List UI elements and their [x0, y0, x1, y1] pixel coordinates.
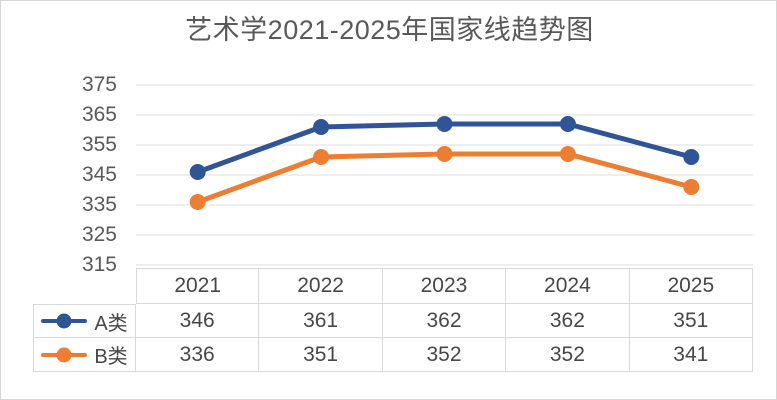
data-point-marker-b	[189, 194, 206, 210]
table-cell: 351	[259, 338, 383, 372]
y-axis-tick-label: 375	[81, 73, 117, 96]
table-cell: 361	[259, 304, 383, 338]
y-axis-tick-label: 325	[81, 223, 117, 246]
table-header-2023: 2023	[382, 268, 507, 304]
table-header-2024: 2024	[506, 268, 630, 304]
legend-marker-icon	[41, 313, 88, 329]
y-axis-tick-label: 355	[81, 133, 117, 156]
legend-key-a: A类	[33, 304, 136, 338]
data-point-marker-b	[559, 146, 576, 162]
chart-title: 艺术学2021-2025年国家线趋势图	[185, 15, 594, 45]
table-cell: 351	[629, 304, 753, 338]
data-point-marker-b	[683, 179, 700, 195]
legend-label: A类	[94, 312, 128, 335]
data-point-marker-a	[559, 116, 576, 132]
data-point-marker-a	[683, 149, 700, 165]
data-point-marker-a	[436, 116, 453, 132]
legend-label: B类	[94, 346, 128, 368]
data-point-marker-a	[189, 164, 206, 180]
legend-marker-icon	[41, 347, 88, 362]
data-point-marker-a	[313, 119, 330, 135]
data-point-marker-b	[313, 149, 330, 165]
y-axis-tick-label: 335	[81, 193, 117, 216]
table-corner-blank	[33, 268, 136, 304]
legend-key-b: B类	[33, 338, 136, 372]
table-cell: 352	[382, 338, 507, 372]
legend-dot-icon	[56, 313, 72, 329]
table-cell: 336	[136, 338, 260, 372]
data-table: 2021 2022 2023 2024 2025 A类 346 361 362 362 351 B类 3…	[33, 268, 753, 372]
legend-dot-icon	[56, 347, 72, 362]
table-header-2021: 2021	[136, 268, 260, 304]
table-cell: 362	[382, 304, 507, 338]
table-cell: 346	[136, 304, 260, 338]
table-cell: 362	[506, 304, 630, 338]
y-axis-tick-label: 365	[81, 103, 117, 126]
table-header-2022: 2022	[259, 268, 383, 304]
y-axis-tick-label: 315	[81, 253, 117, 276]
table-header-2025: 2025	[629, 268, 753, 304]
data-point-marker-b	[436, 146, 453, 162]
table-cell: 352	[506, 338, 630, 372]
table-cell: 341	[629, 338, 753, 372]
y-axis-tick-label: 345	[81, 163, 117, 186]
